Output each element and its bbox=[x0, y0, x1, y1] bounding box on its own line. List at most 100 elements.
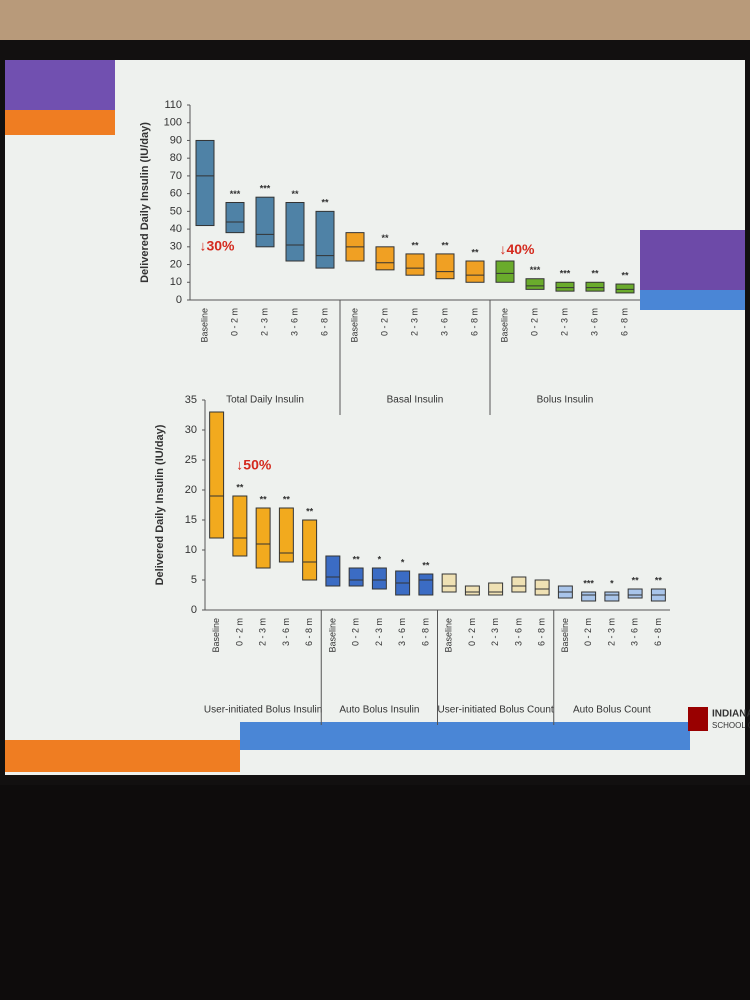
x-tick-label: Baseline bbox=[327, 618, 337, 653]
x-tick-label: 2 - 3 m bbox=[258, 618, 268, 646]
range-box bbox=[225, 202, 245, 234]
range-box bbox=[195, 139, 215, 227]
logo-mark bbox=[688, 707, 708, 731]
purple-band-right bbox=[640, 230, 745, 290]
range-box bbox=[441, 573, 457, 593]
significance-marker: ** bbox=[441, 240, 449, 250]
range-box bbox=[285, 202, 305, 262]
y-tick-label: 35 bbox=[185, 394, 197, 406]
range-box bbox=[627, 588, 643, 599]
x-tick-label: 6 - 8 m bbox=[319, 308, 329, 336]
logo-subtitle: SCHOOL OF MED bbox=[712, 721, 750, 730]
range-box bbox=[615, 283, 635, 294]
x-tick-label: 2 - 3 m bbox=[259, 308, 269, 336]
x-tick-label: 6 - 8 m bbox=[469, 308, 479, 336]
orange-footer bbox=[5, 740, 240, 772]
range-box bbox=[232, 495, 248, 557]
y-tick-label: 60 bbox=[170, 188, 182, 200]
y-tick-label: 15 bbox=[185, 514, 197, 526]
x-tick-label: 3 - 6 m bbox=[630, 618, 640, 646]
group-label: Bolus Insulin bbox=[537, 395, 594, 406]
y-tick-label: 10 bbox=[185, 544, 197, 556]
significance-marker: ** bbox=[422, 560, 430, 570]
floor-curtain bbox=[0, 780, 750, 1000]
range-box bbox=[435, 253, 455, 280]
y-tick-label: 5 bbox=[191, 574, 197, 586]
x-tick-label: 6 - 8 m bbox=[420, 618, 430, 646]
x-tick-label: Baseline bbox=[444, 618, 454, 653]
x-tick-label: Baseline bbox=[560, 618, 570, 653]
y-axis-label: Delivered Daily Insulin (IU/day) bbox=[154, 424, 166, 585]
significance-marker: ** bbox=[291, 189, 299, 199]
range-box bbox=[534, 579, 550, 596]
x-tick-label: Baseline bbox=[499, 308, 509, 343]
x-tick-label: 2 - 3 m bbox=[374, 618, 384, 646]
significance-marker: ** bbox=[411, 240, 419, 250]
logo-title: INDIANA U bbox=[712, 709, 750, 720]
x-tick-label: 2 - 3 m bbox=[606, 618, 616, 646]
x-tick-label: 3 - 6 m bbox=[439, 308, 449, 336]
y-tick-label: 20 bbox=[170, 258, 182, 270]
group-label: Auto Bolus Insulin bbox=[339, 705, 419, 716]
significance-marker: ** bbox=[283, 494, 291, 504]
x-tick-label: Baseline bbox=[199, 308, 209, 343]
significance-marker: ** bbox=[321, 198, 329, 208]
y-tick-label: 0 bbox=[176, 294, 182, 306]
range-box bbox=[585, 281, 605, 292]
x-tick-label: 0 - 2 m bbox=[529, 308, 539, 336]
x-tick-label: 6 - 8 m bbox=[653, 618, 663, 646]
significance-marker: ** bbox=[306, 506, 314, 516]
range-box bbox=[375, 246, 395, 271]
range-box bbox=[488, 582, 504, 596]
orange-band bbox=[5, 110, 115, 135]
x-tick-label: 0 - 2 m bbox=[467, 618, 477, 646]
range-box bbox=[325, 555, 341, 587]
range-box bbox=[371, 567, 387, 590]
range-box bbox=[495, 260, 515, 283]
y-tick-label: 30 bbox=[170, 241, 182, 253]
significance-marker: *** bbox=[583, 578, 594, 588]
range-box bbox=[525, 278, 545, 290]
x-tick-label: 3 - 6 m bbox=[289, 308, 299, 336]
range-box bbox=[511, 576, 527, 593]
y-tick-label: 40 bbox=[170, 223, 182, 235]
x-tick-label: 0 - 2 m bbox=[234, 618, 244, 646]
group-label: Basal Insulin bbox=[387, 395, 444, 406]
significance-marker: ** bbox=[381, 233, 389, 243]
x-tick-label: 6 - 8 m bbox=[619, 308, 629, 336]
x-tick-label: Baseline bbox=[349, 308, 359, 343]
significance-marker: ** bbox=[236, 482, 244, 492]
group-label: Auto Bolus Count bbox=[573, 705, 651, 716]
range-box bbox=[405, 253, 425, 276]
y-tick-label: 25 bbox=[185, 454, 197, 466]
range-box bbox=[315, 210, 335, 269]
x-tick-label: 0 - 2 m bbox=[351, 618, 361, 646]
y-tick-label: 80 bbox=[170, 152, 182, 164]
y-tick-label: 70 bbox=[170, 170, 182, 182]
x-tick-label: 2 - 3 m bbox=[409, 308, 419, 336]
range-box bbox=[348, 567, 364, 587]
range-box bbox=[278, 507, 294, 563]
x-tick-label: 3 - 6 m bbox=[397, 618, 407, 646]
significance-marker: *** bbox=[230, 189, 241, 199]
y-tick-label: 30 bbox=[185, 424, 197, 436]
group-label: Total Daily Insulin bbox=[226, 395, 304, 406]
x-tick-label: 3 - 6 m bbox=[513, 618, 523, 646]
significance-marker: ** bbox=[632, 575, 640, 585]
slide bbox=[5, 60, 745, 775]
x-tick-label: Baseline bbox=[211, 618, 221, 653]
x-tick-label: 0 - 2 m bbox=[583, 618, 593, 646]
x-tick-label: 0 - 2 m bbox=[229, 308, 239, 336]
x-tick-label: 6 - 8 m bbox=[537, 618, 547, 646]
significance-marker: ** bbox=[353, 554, 361, 564]
range-box bbox=[255, 196, 275, 248]
range-box bbox=[209, 411, 225, 539]
annotation: ↓40% bbox=[499, 241, 535, 257]
range-box bbox=[465, 260, 485, 283]
y-tick-label: 20 bbox=[185, 484, 197, 496]
significance-marker: ** bbox=[621, 270, 629, 280]
significance-marker: ** bbox=[655, 575, 663, 585]
significance-marker: * bbox=[378, 554, 382, 564]
x-tick-label: 2 - 3 m bbox=[559, 308, 569, 336]
